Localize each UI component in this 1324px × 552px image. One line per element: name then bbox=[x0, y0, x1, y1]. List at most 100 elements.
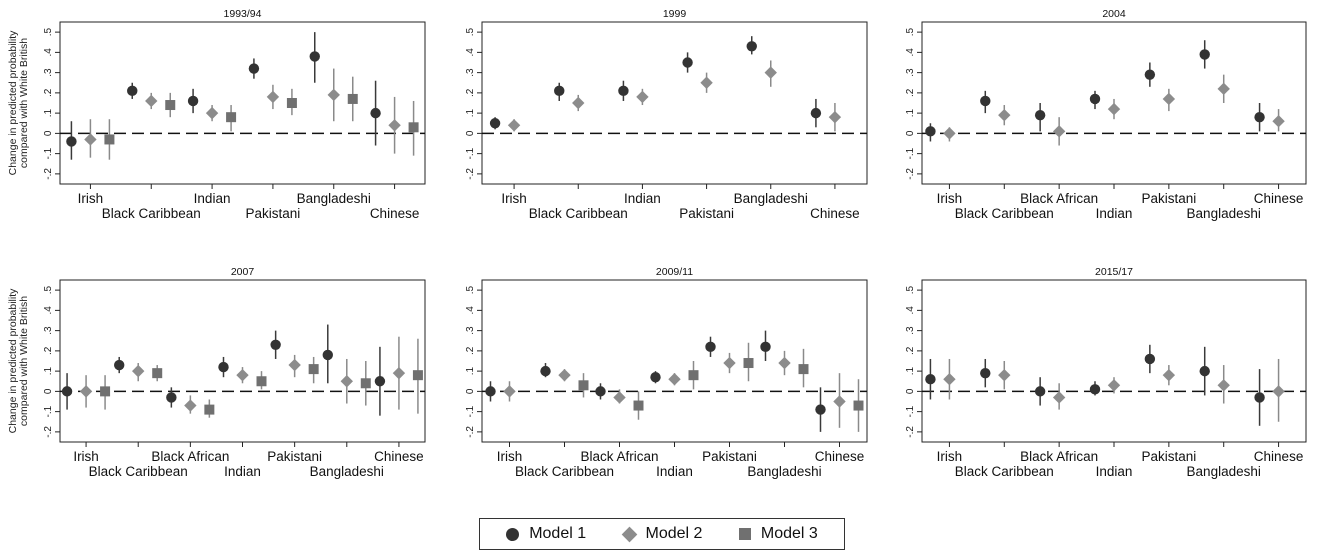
legend-label: Model 3 bbox=[760, 525, 818, 542]
y-tick-label: .4 bbox=[43, 306, 54, 315]
model-1-point bbox=[1199, 365, 1210, 377]
x-category-label: Black Caribbean bbox=[89, 464, 188, 479]
model-2-point bbox=[723, 356, 736, 370]
x-category-label: Black African bbox=[1020, 449, 1098, 464]
y-tick-label: -.2 bbox=[43, 426, 54, 438]
model-3-point bbox=[347, 93, 358, 104]
model-2-point bbox=[636, 90, 649, 104]
model-3-point bbox=[104, 134, 115, 145]
y-tick-label: .5 bbox=[465, 28, 476, 37]
circle-marker-icon bbox=[506, 527, 520, 541]
x-category-label: Chinese bbox=[370, 206, 420, 221]
model-1-point bbox=[270, 339, 281, 350]
y-tick-label: 0 bbox=[43, 130, 54, 136]
model-1-point bbox=[114, 359, 125, 371]
y-tick-label: .1 bbox=[43, 109, 54, 118]
model-1-point bbox=[322, 349, 333, 361]
x-category-label: Indian bbox=[1096, 464, 1133, 479]
x-category-label: Chinese bbox=[374, 449, 424, 464]
model-1-point bbox=[1034, 386, 1046, 397]
model-2-point bbox=[1162, 368, 1176, 382]
model-1-point bbox=[1144, 69, 1156, 80]
y-tick-label: .2 bbox=[905, 88, 916, 97]
model-1-point bbox=[309, 51, 320, 62]
x-category-label: Pakistani bbox=[679, 206, 734, 221]
model-2-point bbox=[266, 90, 280, 104]
model-2-point bbox=[828, 110, 842, 124]
legend-label: Model 2 bbox=[645, 525, 703, 542]
model-3-point bbox=[286, 98, 297, 108]
y-tick-label: .1 bbox=[465, 367, 476, 376]
panel-title: 2009/11 bbox=[656, 266, 693, 278]
y-axis-label: compared with White British bbox=[18, 296, 30, 426]
model-2-point bbox=[507, 119, 521, 132]
x-category-label: Black African bbox=[580, 449, 658, 464]
model-1-point bbox=[489, 118, 501, 129]
model-3-point bbox=[100, 386, 111, 397]
model-1-point bbox=[1089, 93, 1101, 105]
model-1-point bbox=[218, 361, 229, 373]
y-tick-label: .3 bbox=[905, 326, 916, 335]
model-2-point bbox=[1052, 391, 1066, 404]
model-2-point bbox=[558, 368, 571, 382]
y-tick-label: .1 bbox=[905, 109, 916, 118]
x-category-label: Black Caribbean bbox=[529, 206, 628, 221]
y-tick-label: .4 bbox=[905, 306, 916, 315]
model-1-point bbox=[595, 386, 606, 397]
y-tick-label: 0 bbox=[465, 388, 476, 394]
legend-item-model-1: Model 1 bbox=[506, 525, 586, 543]
model-3-point bbox=[308, 364, 319, 375]
model-2-point bbox=[1272, 385, 1285, 398]
model-1-point bbox=[1199, 49, 1210, 60]
model-3-point bbox=[165, 100, 176, 111]
model-2-point bbox=[205, 106, 219, 120]
y-tick-label: .5 bbox=[905, 286, 916, 295]
model-2-point bbox=[84, 133, 97, 146]
plot-frame bbox=[481, 279, 868, 443]
legend-item-model-3: Model 3 bbox=[738, 525, 818, 543]
x-category-label: Chinese bbox=[1254, 191, 1304, 206]
y-tick-label: .4 bbox=[905, 48, 916, 57]
x-category-label: Bangladeshi bbox=[734, 191, 808, 206]
model-2-point bbox=[1217, 82, 1230, 96]
x-category-label: Chinese bbox=[1254, 449, 1304, 464]
model-2-point bbox=[184, 399, 197, 412]
x-category-label: Chinese bbox=[810, 206, 860, 221]
x-category-label: Irish bbox=[78, 191, 104, 206]
model-3-point bbox=[256, 376, 267, 387]
x-category-label: Irish bbox=[73, 449, 99, 464]
y-tick-label: .5 bbox=[43, 28, 54, 37]
model-1-point bbox=[1089, 384, 1101, 395]
x-category-label: Bangladeshi bbox=[1187, 464, 1261, 479]
model-2-point bbox=[572, 96, 585, 110]
y-tick-label: .3 bbox=[905, 68, 916, 77]
model-2-point bbox=[288, 358, 301, 372]
model-2-point bbox=[392, 366, 406, 380]
model-2-point bbox=[1107, 379, 1121, 392]
panel-title: 2007 bbox=[231, 266, 255, 278]
y-tick-label: .5 bbox=[43, 286, 54, 295]
model-1-point bbox=[1254, 392, 1265, 403]
model-1-point bbox=[1034, 109, 1046, 121]
y-tick-label: .3 bbox=[43, 68, 54, 77]
panel-title: 1999 bbox=[663, 8, 687, 20]
model-2-point bbox=[79, 385, 93, 398]
model-2-point bbox=[132, 364, 145, 378]
model-2-point bbox=[145, 94, 158, 108]
model-2-point bbox=[833, 395, 846, 408]
legend: Model 1 Model 2 Model 3 bbox=[479, 518, 845, 550]
model-2-point bbox=[327, 88, 340, 102]
x-category-label: Indian bbox=[656, 464, 693, 479]
x-category-label: Indian bbox=[1096, 206, 1133, 221]
model-1-point bbox=[925, 126, 936, 137]
y-tick-label: .5 bbox=[905, 28, 916, 37]
model-1-point bbox=[370, 107, 381, 119]
panel-1: 1993/94 -.2 -.1 0 .1 .2 .3 .4 .5 Change in predic… bbox=[7, 8, 426, 221]
model-2-point bbox=[700, 76, 713, 89]
y-tick-label: .4 bbox=[465, 306, 476, 315]
y-tick-label: -.2 bbox=[905, 168, 916, 180]
y-tick-label: .2 bbox=[465, 346, 476, 355]
